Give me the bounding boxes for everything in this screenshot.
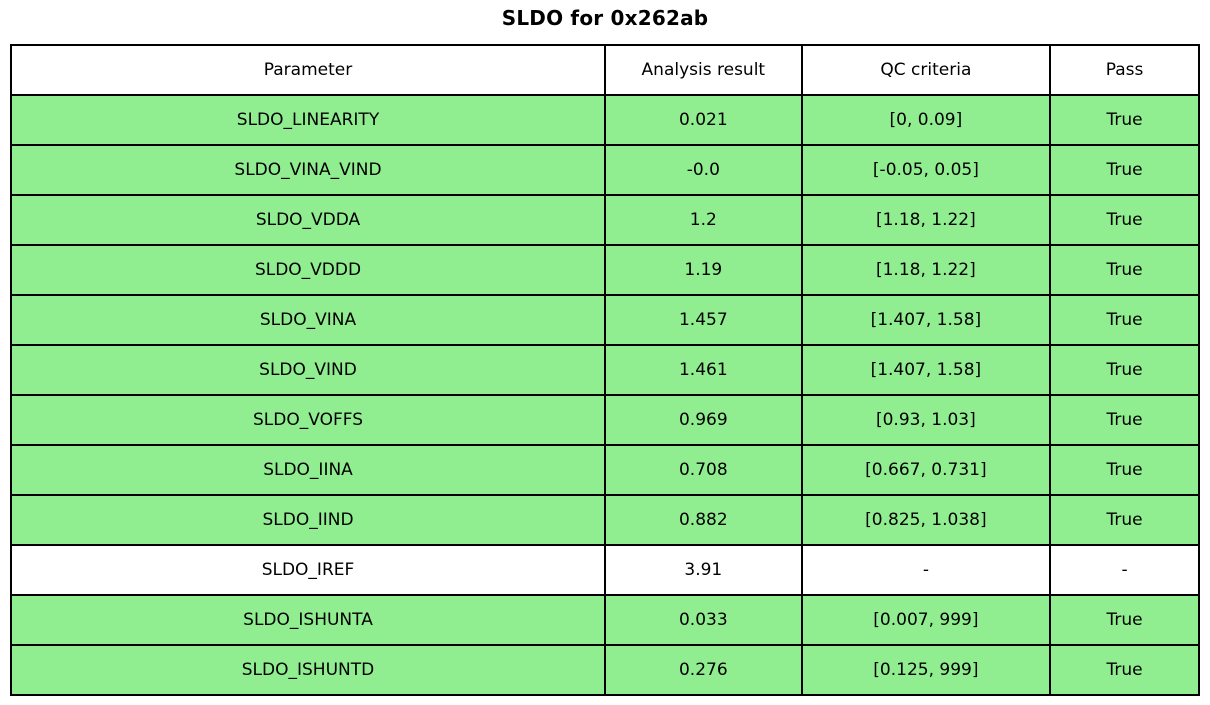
result-cell: 0.276 xyxy=(604,644,803,696)
qc-cell: [0.825, 1.038] xyxy=(800,494,1052,546)
result-cell: -0.0 xyxy=(604,144,803,196)
param-cell: SLDO_VINA_VIND xyxy=(9,144,607,196)
result-cell: 0.021 xyxy=(604,94,803,146)
result-cell: 0.882 xyxy=(604,494,803,546)
pass-cell: - xyxy=(1049,544,1200,596)
result-cell: 1.19 xyxy=(604,244,803,296)
result-cell: 1.457 xyxy=(604,294,803,346)
param-cell: SLDO_IREF xyxy=(9,544,607,596)
pass-cell: True xyxy=(1049,444,1200,496)
qc-cell: [0.007, 999] xyxy=(800,594,1052,646)
param-cell: SLDO_IIND xyxy=(9,494,607,546)
qc-cell: [1.18, 1.22] xyxy=(800,194,1052,246)
pass-cell: True xyxy=(1049,244,1200,296)
table-row: SLDO_VIND 1.461 [1.407, 1.58] True xyxy=(9,344,1200,396)
pass-cell: True xyxy=(1049,394,1200,446)
table-row: SLDO_VDDA 1.2 [1.18, 1.22] True xyxy=(9,194,1200,246)
col-header-parameter: Parameter xyxy=(9,44,607,96)
table-row: SLDO_IREF 3.91 - - xyxy=(9,544,1200,596)
pass-cell: True xyxy=(1049,644,1200,696)
col-header-qc-criteria: QC criteria xyxy=(800,44,1052,96)
pass-cell: True xyxy=(1049,344,1200,396)
table-row: SLDO_IIND 0.882 [0.825, 1.038] True xyxy=(9,494,1200,546)
param-cell: SLDO_VDDA xyxy=(9,194,607,246)
table-row: SLDO_ISHUNTA 0.033 [0.007, 999] True xyxy=(9,594,1200,646)
qc-cell: - xyxy=(800,544,1052,596)
qc-cell: [1.18, 1.22] xyxy=(800,244,1052,296)
result-cell: 1.2 xyxy=(604,194,803,246)
table-row: SLDO_IINA 0.708 [0.667, 0.731] True xyxy=(9,444,1200,496)
param-cell: SLDO_IINA xyxy=(9,444,607,496)
param-cell: SLDO_LINEARITY xyxy=(9,94,607,146)
pass-cell: True xyxy=(1049,294,1200,346)
pass-cell: True xyxy=(1049,94,1200,146)
qc-cell: [0.93, 1.03] xyxy=(800,394,1052,446)
qc-cell: [0.125, 999] xyxy=(800,644,1052,696)
result-cell: 3.91 xyxy=(604,544,803,596)
table-row: SLDO_VOFFS 0.969 [0.93, 1.03] True xyxy=(9,394,1200,446)
table-row: SLDO_VINA 1.457 [1.407, 1.58] True xyxy=(9,294,1200,346)
result-cell: 1.461 xyxy=(604,344,803,396)
table-row: SLDO_ISHUNTD 0.276 [0.125, 999] True xyxy=(9,644,1200,696)
param-cell: SLDO_VOFFS xyxy=(9,394,607,446)
qc-results-table: Parameter Analysis result QC criteria Pa… xyxy=(9,44,1200,696)
table-header-row: Parameter Analysis result QC criteria Pa… xyxy=(9,44,1200,96)
pass-cell: True xyxy=(1049,144,1200,196)
qc-cell: [0.667, 0.731] xyxy=(800,444,1052,496)
table-row: SLDO_VINA_VIND -0.0 [-0.05, 0.05] True xyxy=(9,144,1200,196)
col-header-analysis-result: Analysis result xyxy=(604,44,803,96)
table-row: SLDO_VDDD 1.19 [1.18, 1.22] True xyxy=(9,244,1200,296)
qc-cell: [0, 0.09] xyxy=(800,94,1052,146)
param-cell: SLDO_ISHUNTD xyxy=(9,644,607,696)
result-cell: 0.033 xyxy=(604,594,803,646)
param-cell: SLDO_ISHUNTA xyxy=(9,594,607,646)
pass-cell: True xyxy=(1049,594,1200,646)
qc-cell: [-0.05, 0.05] xyxy=(800,144,1052,196)
qc-cell: [1.407, 1.58] xyxy=(800,294,1052,346)
col-header-pass: Pass xyxy=(1049,44,1200,96)
table-row: SLDO_LINEARITY 0.021 [0, 0.09] True xyxy=(9,94,1200,146)
page-title: SLDO for 0x262ab xyxy=(501,6,709,30)
result-cell: 0.708 xyxy=(604,444,803,496)
param-cell: SLDO_VIND xyxy=(9,344,607,396)
pass-cell: True xyxy=(1049,194,1200,246)
qc-cell: [1.407, 1.58] xyxy=(800,344,1052,396)
param-cell: SLDO_VINA xyxy=(9,294,607,346)
param-cell: SLDO_VDDD xyxy=(9,244,607,296)
result-cell: 0.969 xyxy=(604,394,803,446)
pass-cell: True xyxy=(1049,494,1200,546)
